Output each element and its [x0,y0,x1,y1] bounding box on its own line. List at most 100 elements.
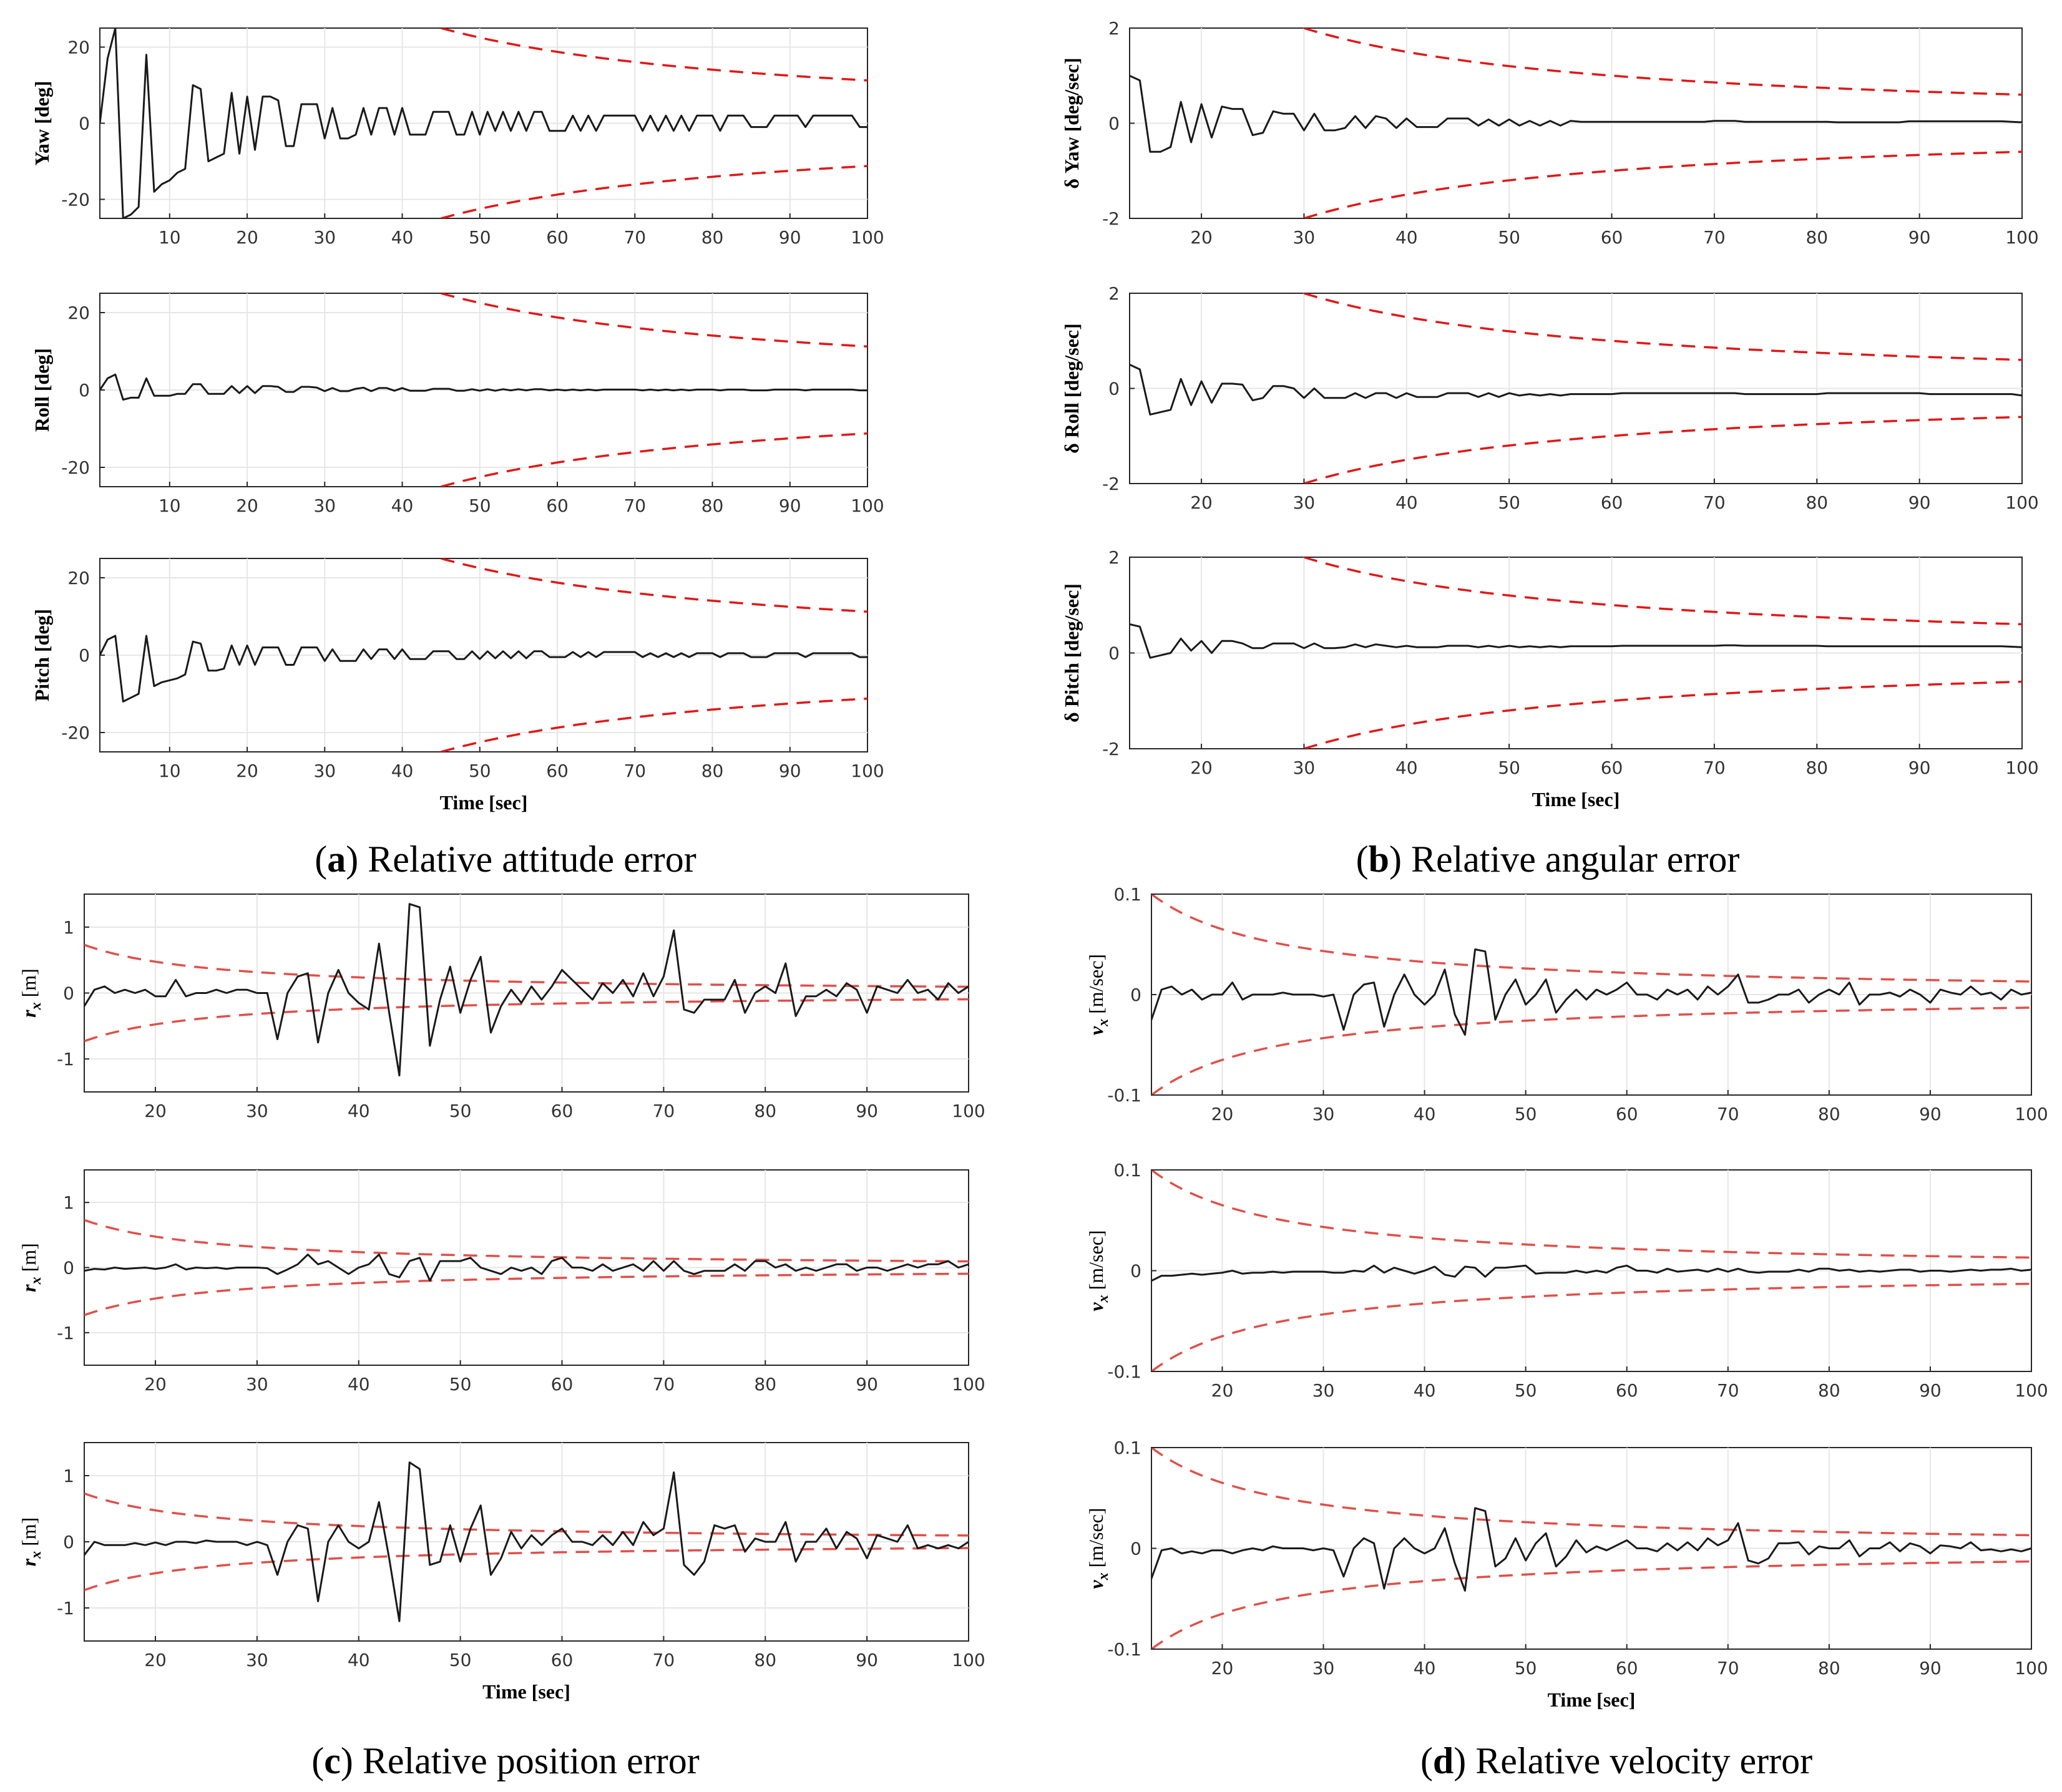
x-tick-label: 20 [1211,1658,1234,1678]
x-tick-label: 50 [469,761,491,781]
y-tick-label: 0 [1130,1261,1141,1282]
y-tick-label: 1 [63,1466,74,1486]
upper-bound-line [1151,1448,2031,1537]
x-tick-label: 100 [2005,492,2038,513]
x-tick-label: 60 [551,1650,574,1670]
y-tick-label: -0.1 [1107,1639,1141,1660]
x-tick-label: 30 [246,1374,268,1395]
plot-content [100,558,867,752]
y-tick-label: -0.1 [1107,1085,1141,1106]
x-tick-label: 20 [1211,1104,1234,1124]
chart-c2: 20 30 40 50 60 70 80 90 100 -1 0 1 rx [m] [17,1169,985,1395]
x-tick-label: 100 [851,761,884,781]
x-tick-label: 90 [856,1374,878,1395]
x-tick-label: 30 [1293,227,1316,248]
y-tick-label: 0 [1108,643,1120,664]
x-tick-label: 80 [754,1374,776,1395]
x-tick-label: 20 [236,495,258,516]
caption-a: (a) Relative attitude error [315,839,696,880]
x-tick-label: 50 [469,495,491,516]
y-axis-label-subscript: x [1095,1295,1112,1303]
x-tick-label: 10 [159,495,181,516]
x-tick-label: 70 [1717,1104,1739,1124]
x-tick-label: 10 [159,227,181,248]
x-tick-label: 100 [2015,1380,2048,1401]
error-series-line [1151,948,2031,1036]
x-tick-label: 100 [851,495,884,516]
x-tick-label: 20 [1190,492,1213,513]
chart-d2: 20 30 40 50 60 70 80 90 100 -0.1 0 0.1 vx [m/sec] [1085,1160,2048,1401]
y-tick-label: -1 [57,1598,74,1619]
y-tick-label: -2 [1102,208,1120,229]
x-tick-label: 20 [144,1374,167,1395]
plot-content [84,1219,969,1317]
upper-bound-line [1303,557,2022,626]
y-axis-label: vx [m/sec] [1085,1507,1112,1589]
y-tick-label: 20 [67,303,90,323]
error-series-line [1151,1507,2031,1592]
y-tick-label: 0 [1130,1539,1141,1559]
x-tick-label: 90 [1919,1104,1942,1124]
x-tick-label: 90 [856,1101,878,1121]
y-axis-label-symbol: v [1085,1026,1107,1035]
x-tick-label: 60 [1601,227,1623,248]
y-axis-label-subscript: x [1095,1572,1112,1580]
x-tick-label: 90 [1908,757,1931,778]
error-series-line [84,903,969,1077]
y-axis-label-symbol: r [17,1010,40,1018]
x-tick-label: 20 [1211,1380,1234,1401]
y-axis-label: vx [m/sec] [1085,954,1112,1035]
x-tick-label: 30 [1312,1380,1335,1401]
x-tick-label: 70 [1717,1380,1739,1401]
x-tick-label: 50 [1498,227,1520,248]
y-tick-label: 0 [79,114,90,134]
y-tick-label: 0 [63,1258,74,1278]
x-tick-label: 50 [1515,1658,1537,1678]
x-tick-label: 70 [1703,757,1726,778]
x-tick-label: 40 [1395,757,1418,778]
error-series-line [84,1254,969,1282]
chart-d3: 20 30 40 50 60 70 80 90 100 -0.1 0 0.1 vx [m/sec] Time… [1085,1438,2048,1711]
y-axis-label-unit: [m/sec] [1085,1230,1107,1290]
x-tick-label: 50 [449,1101,472,1121]
x-tick-label: 40 [391,761,414,781]
x-tick-label: 90 [1919,1380,1942,1401]
caption-a-letter: a [327,839,346,880]
x-tick-label: 100 [952,1650,985,1670]
x-tick-label: 30 [246,1650,268,1670]
x-tick-label: 40 [348,1650,370,1670]
x-tick-label: 60 [551,1101,574,1121]
error-series-line [1130,623,2022,659]
chart-a2: 10 20 30 40 50 60 70 80 90 100 -20 0 20 Roll [deg] [31,293,884,516]
y-axis-label-symbol: r [17,1558,40,1566]
x-tick-label: 50 [1515,1104,1537,1124]
error-series-line [1151,1264,2031,1282]
y-tick-label: 1 [63,917,74,938]
y-tick-label: 0 [1130,985,1141,1005]
y-axis-label: rx [m] [17,1517,44,1567]
caption-b-text: Relative angular error [1402,839,1739,880]
x-tick-label: 40 [348,1101,370,1121]
y-axis-label: rx [m] [17,968,44,1018]
y-axis-label: Pitch [deg] [31,609,53,701]
chart-d1: 20 30 40 50 60 70 80 90 100 -0.1 0 0.1 vx [m/sec] [1085,884,2048,1124]
chart-a3: 10 20 30 40 50 60 70 80 90 100 -20 0 20 Pitch [deg] Ti… [31,558,884,814]
x-tick-label: 20 [1190,757,1213,778]
x-tick-label: 100 [952,1374,985,1395]
x-tick-label: 30 [313,227,336,248]
x-tick-label: 80 [701,495,724,516]
x-tick-label: 100 [851,227,884,248]
x-tick-label: 60 [1616,1658,1638,1678]
caption-c-text: Relative position error [353,1740,700,1781]
x-tick-label: 70 [1703,492,1726,513]
error-series-line [100,28,867,218]
x-tick-label: 30 [1312,1104,1335,1124]
plot-content [84,903,969,1077]
x-tick-label: 20 [236,761,258,781]
x-tick-label: 60 [1601,757,1623,778]
x-axis-label: Time [sec] [482,1680,570,1703]
x-tick-label: 80 [1818,1380,1840,1401]
x-tick-label: 40 [1395,227,1418,248]
x-tick-label: 70 [623,495,646,516]
x-tick-label: 100 [2005,227,2038,248]
